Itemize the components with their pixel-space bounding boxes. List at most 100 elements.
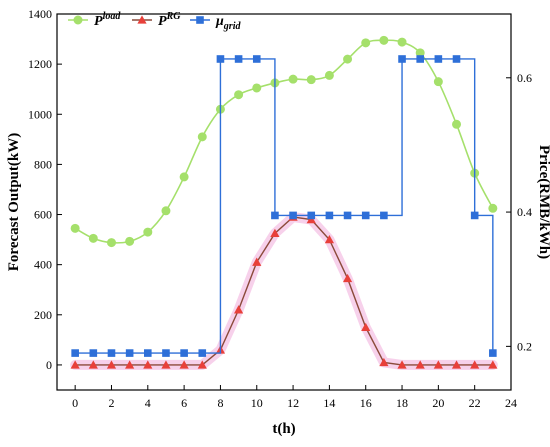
x-tick-label: 20 bbox=[432, 396, 444, 410]
data-point bbox=[179, 360, 189, 369]
x-tick-label: 16 bbox=[360, 396, 372, 410]
data-point bbox=[107, 349, 116, 357]
data-point bbox=[361, 211, 370, 220]
data-point bbox=[70, 223, 80, 233]
y-left-tick-label: 1000 bbox=[28, 107, 52, 121]
y-left-tick-label: 800 bbox=[34, 157, 52, 171]
data-point bbox=[324, 70, 334, 80]
y-left-tick-label: 1400 bbox=[28, 7, 52, 21]
legend-marker bbox=[137, 15, 147, 24]
data-point bbox=[452, 119, 462, 129]
data-point bbox=[325, 211, 334, 220]
y-right-axis-title: Price(RMB/kWh) bbox=[536, 145, 550, 259]
series-line bbox=[74, 39, 494, 244]
data-point bbox=[106, 238, 116, 248]
grid-price-series bbox=[71, 55, 497, 357]
rg-series bbox=[70, 212, 498, 369]
data-point bbox=[252, 257, 262, 266]
data-point bbox=[252, 83, 262, 93]
data-point bbox=[397, 360, 407, 369]
data-point bbox=[306, 75, 316, 85]
data-point bbox=[88, 233, 98, 243]
data-point bbox=[415, 360, 425, 369]
plot-frame bbox=[56, 13, 512, 391]
data-point bbox=[71, 349, 79, 357]
data-point bbox=[342, 273, 353, 283]
x-tick-label: 14 bbox=[323, 396, 335, 410]
y-right-tick-label: 0.4 bbox=[517, 205, 532, 219]
data-point bbox=[197, 360, 207, 369]
data-point bbox=[162, 349, 170, 357]
legend-label-script: grid bbox=[223, 21, 242, 32]
rg-band bbox=[70, 212, 498, 370]
x-tick-label: 24 bbox=[505, 396, 517, 410]
data-point bbox=[343, 54, 353, 64]
x-tick-label: 10 bbox=[251, 396, 263, 410]
data-point bbox=[179, 172, 189, 182]
x-tick-label: 0 bbox=[72, 396, 78, 410]
y-left-tick-label: 600 bbox=[34, 208, 52, 222]
data-point bbox=[143, 227, 153, 237]
data-point bbox=[70, 360, 80, 369]
data-point bbox=[379, 35, 389, 45]
data-point bbox=[361, 38, 371, 48]
data-point bbox=[380, 211, 388, 220]
legend-marker bbox=[196, 16, 204, 24]
data-point bbox=[197, 132, 207, 142]
x-tick-label: 6 bbox=[181, 396, 187, 410]
data-point bbox=[288, 74, 298, 84]
data-point bbox=[433, 77, 443, 87]
x-tick-label: 4 bbox=[145, 396, 151, 410]
data-point bbox=[488, 203, 498, 213]
data-point bbox=[271, 211, 279, 220]
data-point bbox=[470, 211, 479, 220]
legend-label: μgrid bbox=[215, 14, 241, 32]
legend-label-main: P bbox=[94, 14, 103, 29]
y-left-tick-label: 1200 bbox=[28, 57, 52, 71]
data-point bbox=[398, 55, 406, 63]
data-point bbox=[198, 349, 207, 357]
y-left-tick-label: 0 bbox=[46, 358, 52, 372]
data-point bbox=[452, 55, 461, 63]
data-point bbox=[125, 349, 134, 357]
data-point bbox=[88, 360, 98, 369]
data-point bbox=[307, 211, 316, 220]
x-tick-label: 8 bbox=[217, 396, 223, 410]
x-tick-label: 2 bbox=[108, 396, 114, 410]
data-point bbox=[252, 55, 261, 63]
data-point bbox=[234, 55, 243, 63]
series-line bbox=[75, 58, 494, 354]
series-line bbox=[75, 216, 493, 366]
data-point bbox=[125, 236, 135, 246]
y-left-tick-label: 200 bbox=[34, 308, 52, 322]
y-right-tick-label: 0.6 bbox=[517, 71, 532, 85]
legend-label: Pload bbox=[94, 11, 121, 29]
data-point bbox=[270, 228, 280, 238]
legend-label: PRG bbox=[158, 11, 181, 29]
data-point bbox=[143, 360, 153, 369]
data-point bbox=[161, 360, 171, 369]
x-tick-label: 22 bbox=[469, 396, 481, 410]
legend-marker bbox=[73, 15, 83, 25]
data-point bbox=[106, 360, 117, 369]
legend-label-script: load bbox=[103, 11, 122, 22]
data-point bbox=[434, 55, 443, 63]
y-left-tick-label: 400 bbox=[34, 258, 52, 272]
data-point bbox=[324, 235, 334, 244]
y-right-tick-label: 0.2 bbox=[517, 339, 532, 353]
data-point bbox=[451, 360, 462, 369]
data-point bbox=[144, 349, 152, 357]
x-tick-label: 12 bbox=[287, 396, 299, 410]
legend-label-main: μ bbox=[215, 14, 224, 29]
data-point bbox=[397, 37, 407, 47]
data-point bbox=[379, 357, 389, 367]
data-point bbox=[234, 90, 244, 100]
x-tick-label: 18 bbox=[396, 396, 408, 410]
data-point bbox=[470, 360, 480, 369]
legend-label-main: P bbox=[158, 14, 167, 29]
data-point bbox=[161, 206, 171, 216]
legend-label-script: RG bbox=[166, 11, 182, 22]
data-point bbox=[489, 349, 497, 357]
